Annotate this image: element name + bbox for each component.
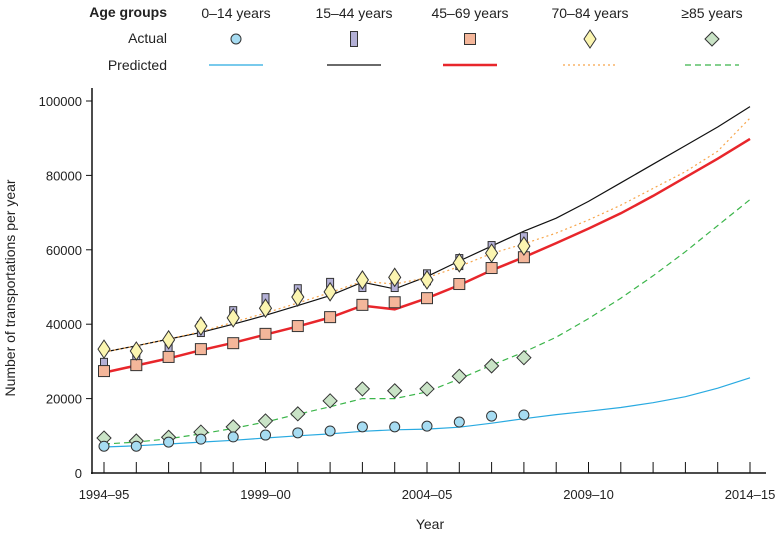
predicted-line-15-44-years — [103, 106, 751, 353]
y-tick-label: 60000 — [46, 243, 82, 258]
legend-series-label: 0–14 years — [201, 5, 270, 21]
data-point-0-14-years — [356, 421, 368, 433]
x-tick-label: 1994–95 — [79, 487, 130, 502]
data-point-85-years — [451, 368, 468, 384]
data-point-45-69-years — [421, 292, 433, 305]
data-point-70-84-years — [291, 287, 305, 307]
data-point-45-69-years — [291, 320, 304, 333]
data-point-85-years — [354, 381, 371, 397]
data-point-70-84-years — [388, 267, 402, 288]
data-point-85-years — [290, 406, 306, 422]
data-point-85-years — [516, 349, 532, 366]
data-point-45-69-years — [227, 337, 240, 350]
y-axis-label: Number of transportations per year — [2, 179, 18, 396]
data-point-0-14-years — [324, 425, 336, 437]
data-point-70-84-years — [226, 307, 240, 328]
data-point-70-84-years — [258, 298, 273, 319]
data-point-70-84-years — [355, 270, 370, 290]
data-point-0-14-years — [260, 429, 271, 441]
data-point-0-14-years — [130, 440, 142, 452]
x-tick-label: 2009–10 — [563, 487, 614, 502]
legend-predicted-label: Predicted — [108, 57, 167, 73]
data-point-45-69-years — [388, 296, 401, 309]
y-tick-label: 80000 — [46, 168, 82, 183]
data-point-85-years — [483, 358, 500, 374]
data-point-70-84-years — [97, 339, 111, 360]
legend-marker-15-44-years — [350, 31, 358, 47]
legend-actual-label: Actual — [128, 30, 167, 46]
y-tick-label: 40000 — [46, 317, 82, 332]
y-tick-label: 100000 — [39, 94, 82, 109]
data-point-0-14-years — [421, 420, 433, 432]
data-point-70-84-years — [452, 252, 466, 273]
axes: 0 20000 40000 60000 80000 100000 1994–95 1999–0… — [39, 88, 776, 502]
legend-marker-0-14-years — [230, 33, 242, 45]
legend-marker-85-years — [704, 31, 720, 47]
data-point-0-14-years — [486, 410, 498, 422]
data-point-70-84-years — [194, 316, 208, 336]
data-point-45-69-years — [324, 311, 337, 324]
y-tick-label: 20000 — [46, 392, 82, 407]
x-tick-label: 1999–00 — [240, 487, 291, 502]
data-point-70-84-years — [484, 243, 499, 264]
x-tick-label: 2014–15 — [725, 487, 776, 502]
data-point-45-69-years — [162, 350, 175, 363]
data-point-45-69-years — [259, 327, 272, 340]
legend-series-label: 45–69 years — [431, 5, 508, 21]
data-point-45-69-years — [130, 359, 143, 372]
data-point-45-69-years — [194, 343, 207, 356]
data-point-70-84-years — [161, 329, 176, 350]
legend-series-label: ≥85 years — [681, 5, 742, 21]
data-point-45-69-years — [453, 278, 466, 291]
data-point-0-14-years — [98, 440, 110, 452]
data-point-85-years — [419, 381, 435, 397]
legend-series-label: 70–84 years — [551, 5, 628, 21]
x-axis-label: Year — [416, 516, 445, 532]
x-tick-label: 2004–05 — [402, 487, 453, 502]
legend-series-label: 15–44 years — [315, 5, 392, 21]
data-point-0-14-years — [292, 427, 304, 439]
data-point-45-69-years — [485, 262, 498, 275]
data-point-0-14-years — [195, 433, 207, 445]
data-point-45-69-years — [356, 298, 369, 311]
predicted-line-85-years — [103, 199, 751, 445]
data-point-85-years — [386, 383, 403, 399]
legend-title: Age groups — [89, 4, 167, 20]
legend-marker-45-69-years — [464, 33, 476, 45]
legend: Age groups Actual Predicted 0–14 years 15… — [89, 4, 742, 73]
data-point-0-14-years — [518, 409, 530, 421]
legend-marker-70-84-years — [583, 29, 597, 49]
data-point-70-84-years — [129, 341, 143, 361]
data-point-0-14-years — [389, 421, 401, 433]
data-point-70-84-years — [517, 236, 531, 256]
data-point-0-14-years — [227, 431, 239, 443]
data-point-85-years — [322, 393, 338, 409]
data-point-45-69-years — [98, 365, 110, 378]
data-point-70-84-years — [323, 281, 337, 302]
y-tick-label: 0 — [75, 466, 82, 481]
data-point-0-14-years — [163, 436, 175, 448]
data-point-85-years — [257, 413, 274, 429]
predicted-line-45-69-years — [103, 137, 751, 374]
predicted-line-70-84-years — [103, 117, 751, 353]
actual-points — [96, 232, 532, 452]
data-point-70-84-years — [420, 270, 434, 290]
data-point-0-14-years — [453, 416, 465, 428]
